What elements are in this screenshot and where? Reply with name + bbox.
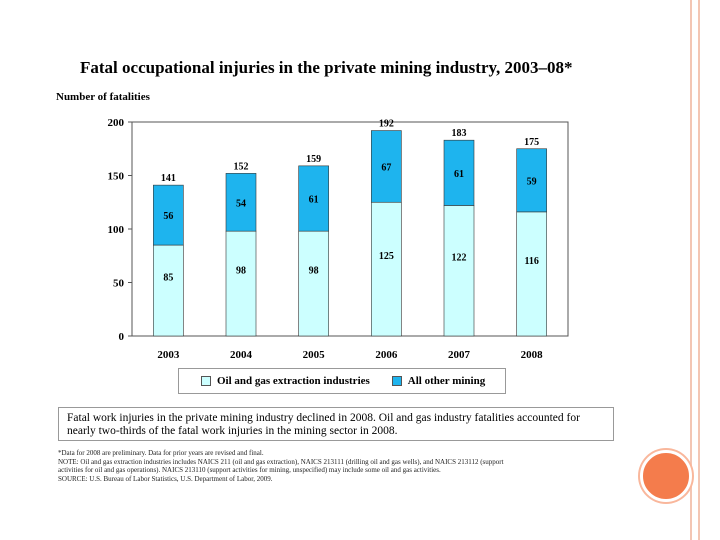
data-label: 61 <box>309 195 319 206</box>
bar-segment <box>516 211 547 337</box>
footnote-line: *Data for 2008 are preliminary. Data for… <box>58 449 264 457</box>
total-label: 192 <box>379 119 394 130</box>
legend-item-oil-gas: Oil and gas extraction industries <box>201 375 370 387</box>
decorative-circle <box>640 450 692 502</box>
data-label: 85 <box>163 273 173 284</box>
frame-line-right <box>698 0 700 540</box>
data-label: 98 <box>309 266 319 277</box>
legend-item-other-mining: All other mining <box>391 375 486 387</box>
footnote-line: activities for oil and gas operations). … <box>58 466 441 475</box>
y-tick-label: 150 <box>108 171 125 183</box>
data-labels-group: 85 56 141 98 54 152 98 61 159 125 67 192 122 61 183 116… <box>161 119 539 284</box>
data-label: 122 <box>452 253 467 264</box>
y-tick-label: 0 <box>119 331 125 343</box>
y-tick-label: 200 <box>108 117 125 129</box>
data-label: 56 <box>163 211 173 222</box>
plot-area <box>131 121 569 337</box>
x-tick-label: 2003 <box>157 349 180 361</box>
summary-box: Fatal work injuries in the private minin… <box>58 407 614 441</box>
bar-segment <box>443 205 475 337</box>
x-tick-label: 2006 <box>375 349 398 361</box>
x-axis: 2003 2004 2005 2006 2007 2008 <box>157 349 543 361</box>
y-tick-label: 50 <box>113 278 125 290</box>
bar-segment <box>153 184 184 246</box>
footnotes: *Data for 2008 are preliminary. Data for… <box>58 449 618 483</box>
legend-label-other-mining: All other mining <box>407 375 486 387</box>
bar-segment <box>153 244 184 337</box>
legend-swatch-oil-gas <box>201 376 211 386</box>
total-label: 183 <box>452 128 467 139</box>
bar-segment <box>298 230 329 337</box>
data-label: 98 <box>236 266 246 277</box>
bar-segment <box>371 130 402 203</box>
legend-label-oil-gas: Oil and gas extraction industries <box>217 375 370 387</box>
bar-segment <box>443 139 475 206</box>
total-label: 152 <box>234 161 249 172</box>
legend: Oil and gas extraction industries All ot… <box>178 368 506 394</box>
x-tick-label: 2008 <box>521 349 544 361</box>
total-label: 159 <box>306 154 321 165</box>
bar-segment <box>225 230 257 337</box>
bars-group <box>153 130 547 337</box>
frame-line-left <box>690 0 692 540</box>
bar-segment <box>225 173 257 232</box>
y-axis-label: Number of fatalities <box>56 91 150 103</box>
y-tick-label: 100 <box>108 224 125 236</box>
data-label: 54 <box>236 198 246 209</box>
x-tick-label: 2007 <box>448 349 471 361</box>
x-tick-label: 2004 <box>230 349 253 361</box>
chart-title: Fatal occupational injuries in the priva… <box>80 58 573 77</box>
bar-segment <box>371 201 402 337</box>
y-axis: 0 50 100 150 200 <box>108 117 132 343</box>
data-label: 61 <box>454 169 464 180</box>
footnote-line: NOTE: Oil and gas extraction industries … <box>58 457 504 466</box>
data-label: 67 <box>381 162 391 173</box>
footnote-line: SOURCE: U.S. Bureau of Labor Statistics,… <box>58 474 273 483</box>
data-label: 125 <box>379 251 394 262</box>
total-label: 175 <box>524 137 539 148</box>
data-label: 59 <box>527 176 537 187</box>
bar-segment <box>516 148 547 213</box>
data-label: 116 <box>524 256 538 267</box>
total-label: 141 <box>161 173 176 184</box>
bar-segment <box>298 165 329 232</box>
x-tick-label: 2005 <box>303 349 326 361</box>
legend-swatch-other-mining <box>391 376 402 386</box>
